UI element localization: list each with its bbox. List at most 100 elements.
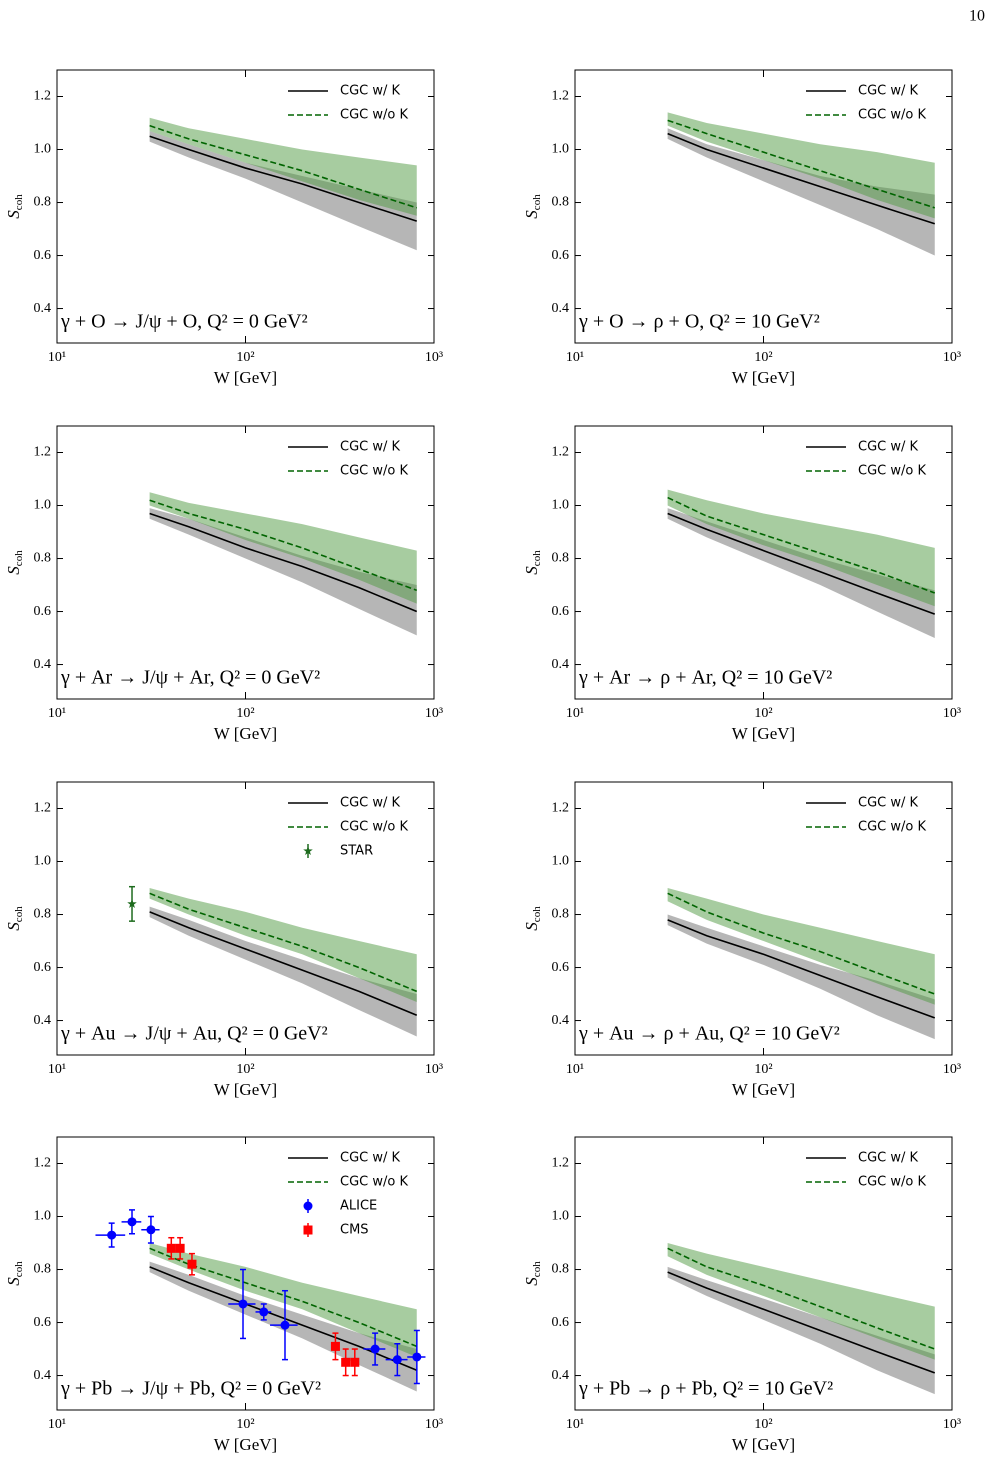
y-tick-label: 1.0 <box>552 498 570 513</box>
legend-label: CGC w/ K <box>858 440 919 455</box>
x-tick-label: 10² <box>754 706 772 721</box>
y-tick-label: 0.8 <box>552 195 570 210</box>
marker <box>303 846 313 856</box>
marker <box>127 1217 137 1227</box>
y-axis-label-sub: coh <box>531 906 543 922</box>
band <box>667 888 935 1005</box>
legend-label: CGC w/o K <box>340 464 408 479</box>
y-tick-label: 0.8 <box>34 907 52 922</box>
x-axis-label: W [GeV] <box>732 368 795 387</box>
x-tick-label: 10³ <box>943 1417 961 1432</box>
marker <box>238 1299 248 1309</box>
y-axis-label-sub: coh <box>13 906 25 922</box>
y-tick-label: 0.4 <box>34 1368 52 1383</box>
y-tick-label: 0.6 <box>34 604 52 619</box>
marker <box>350 1357 360 1367</box>
marker <box>166 1243 176 1253</box>
y-axis-label-main: S <box>4 566 23 575</box>
x-tick-label: 10¹ <box>48 1417 66 1432</box>
y-axis-label: Scoh <box>522 906 543 931</box>
annotation: γ + Ar → ρ + Ar, Q² = 10 GeV² <box>578 667 832 689</box>
curve <box>667 892 936 995</box>
curve <box>149 1247 418 1348</box>
subplot: 0.4 0.6 0.8 1.0 1.2 10¹ 10² 10³ W [GeV] Scoh γ + P… <box>522 1136 961 1454</box>
y-tick-label: 0.4 <box>34 657 52 672</box>
plot-area <box>149 117 417 251</box>
y-axis-label-sub: coh <box>531 1261 543 1277</box>
plot-area <box>149 492 418 636</box>
curve <box>667 1271 936 1374</box>
x-axis-label: W [GeV] <box>214 1435 277 1454</box>
y-axis-label-main: S <box>4 1277 23 1286</box>
x-tick-label: 10² <box>236 1062 254 1077</box>
x-tick-label: 10² <box>236 706 254 721</box>
annotation: γ + Ar → J/ψ + Ar, Q² = 0 GeV² <box>60 667 320 689</box>
marker <box>330 1341 340 1351</box>
y-tick-label: 1.0 <box>34 498 52 513</box>
y-tick-label: 1.2 <box>552 89 570 104</box>
x-tick-label: 10¹ <box>48 706 66 721</box>
x-tick-label: 10¹ <box>566 1062 584 1077</box>
marker <box>259 1307 269 1317</box>
y-tick-label: 1.2 <box>552 801 570 816</box>
curve <box>149 892 418 993</box>
y-axis-label: Scoh <box>4 194 25 219</box>
annotation: γ + O → J/ψ + O, Q² = 0 GeV² <box>60 311 308 333</box>
x-axis-label: W [GeV] <box>732 1435 795 1454</box>
curve <box>667 119 935 209</box>
marker <box>392 1355 402 1365</box>
curve <box>149 512 418 613</box>
legend-label: CGC w/ K <box>858 796 919 811</box>
subplot: 0.4 0.6 0.8 1.0 1.2 10¹ 10² 10³ W [GeV] Scoh γ + O… <box>4 69 443 387</box>
y-tick-label: 0.4 <box>552 1368 570 1383</box>
marker <box>412 1352 422 1362</box>
marker <box>107 1230 117 1240</box>
x-tick-label: 10² <box>754 350 772 365</box>
y-axis-label: Scoh <box>4 906 25 931</box>
x-tick-label: 10² <box>754 1062 772 1077</box>
y-tick-label: 1.0 <box>552 142 570 157</box>
marker <box>280 1320 290 1330</box>
y-axis-label-sub: coh <box>531 550 543 566</box>
legend-label: CGC w/o K <box>858 820 926 835</box>
curve <box>149 124 417 209</box>
annotation: γ + O → ρ + O, Q² = 10 GeV² <box>578 311 820 333</box>
y-tick-label: 1.0 <box>34 1209 52 1224</box>
marker <box>127 898 137 908</box>
curve <box>149 1266 418 1371</box>
annotation: γ + Au → ρ + Au, Q² = 10 GeV² <box>578 1023 840 1045</box>
y-tick-label: 0.6 <box>34 248 52 263</box>
legend-label: STAR <box>340 844 373 859</box>
y-tick-label: 0.8 <box>34 1262 52 1277</box>
legend-label: CGC w/o K <box>340 820 408 835</box>
band <box>149 117 417 216</box>
legend-label: CGC w/o K <box>858 464 926 479</box>
annotation: γ + Pb → ρ + Pb, Q² = 10 GeV² <box>578 1378 833 1400</box>
y-tick-label: 0.8 <box>34 551 52 566</box>
y-tick-label: 1.0 <box>552 854 570 869</box>
marker <box>175 1243 185 1253</box>
band <box>149 1243 417 1357</box>
y-tick-label: 0.4 <box>552 657 570 672</box>
y-tick-label: 1.2 <box>34 801 52 816</box>
x-axis-label: W [GeV] <box>732 724 795 743</box>
x-tick-label: 10¹ <box>48 1062 66 1077</box>
x-tick-label: 10³ <box>425 1062 443 1077</box>
x-axis-label: W [GeV] <box>214 1080 277 1099</box>
band <box>149 492 417 604</box>
subplot: 0.4 0.6 0.8 1.0 1.2 10¹ 10² 10³ W [GeV] Scoh γ + A… <box>4 781 443 1099</box>
band <box>667 489 935 607</box>
y-axis-label-sub: coh <box>13 1261 25 1277</box>
y-tick-label: 0.6 <box>552 1315 570 1330</box>
y-tick-label: 0.8 <box>552 1262 570 1277</box>
band <box>667 508 935 639</box>
x-tick-label: 10³ <box>425 350 443 365</box>
x-tick-label: 10³ <box>943 350 961 365</box>
band <box>149 888 417 1002</box>
plot-area <box>149 888 418 1037</box>
marker <box>303 1201 313 1211</box>
legend-label: CGC w/ K <box>340 440 401 455</box>
y-axis-label-main: S <box>4 210 23 219</box>
curve <box>667 512 936 615</box>
x-tick-label: 10¹ <box>48 350 66 365</box>
